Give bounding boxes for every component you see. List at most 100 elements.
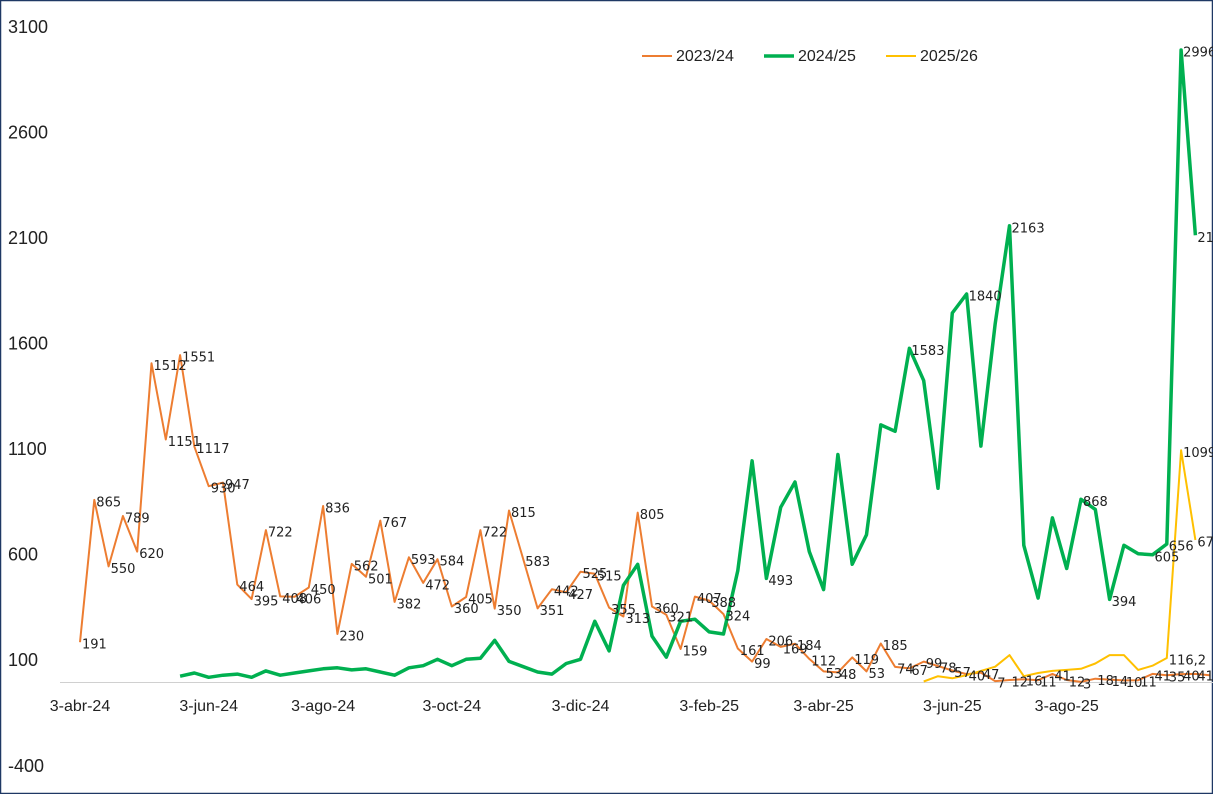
x-tick-label: 3-feb-25 bbox=[679, 698, 739, 715]
data-label: 67 bbox=[911, 664, 928, 679]
data-label: 41 bbox=[1054, 669, 1071, 684]
data-label: 947 bbox=[225, 478, 250, 493]
x-tick-label: 3-oct-24 bbox=[422, 698, 481, 715]
data-label: 382 bbox=[397, 597, 422, 612]
x-tick-label: 3-dic-24 bbox=[552, 698, 610, 715]
data-label: 112 bbox=[811, 654, 836, 669]
data-label: 99 bbox=[754, 657, 771, 672]
x-tick-label: 3-ago-24 bbox=[291, 698, 355, 715]
data-label: 2996 bbox=[1183, 45, 1213, 60]
data-label: 930 bbox=[211, 482, 236, 497]
data-label: 593 bbox=[411, 553, 436, 568]
data-label: 450 bbox=[311, 583, 336, 598]
data-label: 191 bbox=[82, 638, 107, 653]
data-label: 805 bbox=[640, 508, 665, 523]
data-label: 351 bbox=[540, 604, 565, 619]
data-label: 1117 bbox=[196, 442, 229, 457]
y-tick-label: 1100 bbox=[8, 439, 47, 459]
x-tick-label: 3-abr-24 bbox=[50, 698, 111, 715]
data-label: 406 bbox=[297, 592, 322, 607]
data-label: 1551 bbox=[182, 351, 215, 366]
data-label: 722 bbox=[482, 526, 507, 541]
data-label: 360 bbox=[454, 602, 479, 617]
data-label: 230 bbox=[339, 629, 364, 644]
data-label: 408 bbox=[282, 592, 307, 607]
data-label: 407 bbox=[697, 592, 722, 607]
data-label: 620 bbox=[139, 547, 164, 562]
data-label: 525 bbox=[583, 567, 608, 582]
data-label: 501 bbox=[368, 572, 393, 587]
y-tick-label: 3100 bbox=[8, 17, 48, 37]
data-label: 324 bbox=[726, 610, 751, 625]
y-tick-label: 1600 bbox=[8, 333, 48, 353]
data-label: 321 bbox=[668, 610, 693, 625]
data-label: 493 bbox=[768, 574, 793, 589]
data-label: 360 bbox=[654, 602, 679, 617]
data-label: 53 bbox=[826, 667, 843, 682]
data-label: 584 bbox=[440, 555, 465, 570]
data-label: 1583 bbox=[911, 344, 944, 359]
series-line bbox=[923, 449, 1197, 683]
data-label: 675,1 bbox=[1197, 536, 1213, 551]
data-label: 40 bbox=[1183, 670, 1200, 685]
data-label: 18 bbox=[1097, 674, 1114, 689]
data-label: 472 bbox=[425, 578, 450, 593]
x-tick-label: 3-jun-24 bbox=[179, 698, 238, 715]
data-label: 74 bbox=[897, 662, 914, 677]
data-label: 40 bbox=[969, 670, 986, 685]
data-label: 868 bbox=[1083, 495, 1108, 510]
data-label: 41 bbox=[1155, 669, 1172, 684]
data-label: 10 bbox=[1126, 676, 1143, 691]
data-label: 14 bbox=[1112, 675, 1129, 690]
y-tick-label: 100 bbox=[8, 650, 38, 670]
data-label: 427 bbox=[568, 588, 593, 603]
data-label: 78 bbox=[940, 662, 957, 677]
data-label: 1840 bbox=[969, 290, 1002, 305]
data-label: 1512 bbox=[154, 359, 187, 374]
data-label: 48 bbox=[840, 668, 857, 683]
series-line bbox=[79, 354, 1210, 683]
data-label: 206 bbox=[768, 635, 793, 650]
data-label: 550 bbox=[111, 562, 136, 577]
data-label: 405 bbox=[468, 593, 493, 608]
x-tick-label: 3-ago-25 bbox=[1035, 698, 1099, 715]
data-label: 11 bbox=[1040, 676, 1057, 691]
data-label: 583 bbox=[525, 555, 550, 570]
data-label: 35 bbox=[1212, 671, 1213, 686]
data-label: 789 bbox=[125, 511, 150, 526]
x-tick-label: 3-abr-25 bbox=[793, 698, 854, 715]
data-label: 47 bbox=[983, 668, 1000, 683]
data-label: 161 bbox=[740, 644, 765, 659]
data-label: 442 bbox=[554, 585, 579, 600]
data-label: 41 bbox=[1197, 669, 1213, 684]
data-label: 656 bbox=[1169, 540, 1194, 555]
data-label: 605 bbox=[1155, 550, 1180, 565]
legend-label: 2023/24 bbox=[676, 48, 734, 65]
data-label: 722 bbox=[268, 526, 293, 541]
data-label: 99 bbox=[926, 657, 943, 672]
data-label: 57 bbox=[954, 666, 971, 681]
data-label: 185 bbox=[883, 639, 908, 654]
x-tick-label: 3-jun-25 bbox=[923, 698, 982, 715]
data-label: 865 bbox=[96, 495, 121, 510]
data-label: 3 bbox=[1083, 677, 1091, 692]
data-label: 159 bbox=[683, 644, 708, 659]
y-tick-label: 2600 bbox=[8, 122, 48, 142]
data-label: 169 bbox=[783, 642, 808, 657]
series-line bbox=[179, 48, 1198, 680]
data-label: 1151 bbox=[168, 435, 201, 450]
data-label: 53 bbox=[869, 667, 886, 682]
data-label: 11 bbox=[1140, 676, 1157, 691]
data-label: 119 bbox=[854, 653, 879, 668]
data-label: 12 bbox=[1069, 676, 1086, 691]
data-label: 355 bbox=[611, 603, 636, 618]
data-label: 350 bbox=[497, 604, 522, 619]
data-label: 394 bbox=[1112, 595, 1137, 610]
data-label: 515 bbox=[597, 569, 622, 584]
data-label: 464 bbox=[239, 580, 264, 595]
data-label: 1099,9 bbox=[1183, 446, 1213, 461]
legend-label: 2025/26 bbox=[920, 48, 978, 65]
data-label: 313 bbox=[625, 612, 650, 627]
